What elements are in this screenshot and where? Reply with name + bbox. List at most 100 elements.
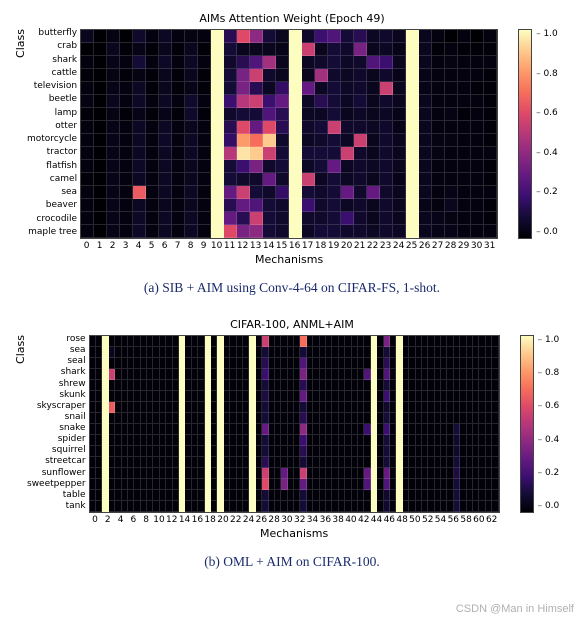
heatmap-cell <box>276 147 289 160</box>
heatmap-cell <box>458 199 471 212</box>
colorbar-gradient <box>518 29 532 239</box>
heatmap-cell <box>172 134 185 147</box>
heatmap-cell <box>185 173 198 186</box>
heatmap-cell <box>250 108 263 121</box>
heatmap-cell <box>432 160 445 173</box>
heatmap-cell <box>263 134 276 147</box>
heatmap-cell <box>289 225 302 238</box>
heatmap-cell <box>315 186 328 199</box>
heatmap-cell <box>484 56 497 69</box>
heatmap-cell <box>380 173 393 186</box>
heatmap-cell <box>367 82 380 95</box>
heatmap-cell <box>354 43 367 56</box>
heatmap-cell <box>484 186 497 199</box>
heatmap-cell <box>81 43 94 56</box>
heatmap-cell <box>406 134 419 147</box>
heatmap-cell <box>250 134 263 147</box>
heatmap-cell <box>211 160 224 173</box>
heatmap-cell <box>445 186 458 199</box>
heatmap-cell <box>328 147 341 160</box>
heatmap-cell <box>81 160 94 173</box>
heatmap-cell <box>237 212 250 225</box>
heatmap-cell <box>341 199 354 212</box>
heatmap-cell <box>492 336 498 347</box>
heatmap-cell <box>107 173 120 186</box>
colorbar-ticks: 1.00.80.60.40.20.0 <box>536 29 558 237</box>
heatmap-cell <box>393 121 406 134</box>
heatmap-cell <box>367 56 380 69</box>
heatmap-cell <box>341 160 354 173</box>
heatmap-cell <box>471 30 484 43</box>
heatmap-cell <box>159 108 172 121</box>
heatmap-cell <box>211 134 224 147</box>
heatmap-cell <box>328 30 341 43</box>
heatmap-cell <box>107 186 120 199</box>
heatmap-cell <box>367 134 380 147</box>
heatmap-cell <box>419 121 432 134</box>
heatmap-cell <box>276 173 289 186</box>
heatmap-cell <box>484 160 497 173</box>
heatmap-cell <box>250 56 263 69</box>
heatmap-cell <box>445 43 458 56</box>
heatmap-cell <box>484 121 497 134</box>
heatmap-cell <box>458 134 471 147</box>
heatmap-cell <box>211 186 224 199</box>
heatmap-cell <box>341 108 354 121</box>
heatmap-cell <box>432 43 445 56</box>
heatmap-cell <box>211 121 224 134</box>
heatmap-cell <box>445 212 458 225</box>
heatmap-cell <box>198 212 211 225</box>
heatmap-cell <box>237 121 250 134</box>
heatmap-cell <box>380 199 393 212</box>
heatmap-cell <box>393 30 406 43</box>
heatmap-cell <box>250 95 263 108</box>
heatmap-cell <box>354 173 367 186</box>
heatmap-cell <box>133 134 146 147</box>
heatmap-cell <box>289 199 302 212</box>
heatmap-cell <box>432 212 445 225</box>
heatmap-cell <box>159 30 172 43</box>
heatmap-cell <box>120 186 133 199</box>
heatmap-cell <box>289 108 302 121</box>
heatmap-cell <box>432 82 445 95</box>
heatmap-cell <box>406 212 419 225</box>
heatmap-cell <box>146 108 159 121</box>
heatmap-cell <box>315 173 328 186</box>
heatmap-cell <box>94 147 107 160</box>
heatmap-cell <box>406 56 419 69</box>
heatmap-cell <box>393 212 406 225</box>
heatmap-cell <box>250 225 263 238</box>
heatmap-cell <box>224 82 237 95</box>
heatmap-cell <box>133 43 146 56</box>
heatmap-cell <box>198 160 211 173</box>
heatmap-cell <box>120 212 133 225</box>
heatmap-cell <box>328 43 341 56</box>
heatmap-cell <box>172 30 185 43</box>
heatmap-cell <box>159 212 172 225</box>
heatmap-cell <box>367 69 380 82</box>
heatmap-cell <box>315 108 328 121</box>
heatmap-cell <box>445 108 458 121</box>
colorbar-ticks: 1.00.80.60.40.20.0 <box>538 335 560 511</box>
heatmap-cell <box>406 69 419 82</box>
heatmap-cell <box>458 173 471 186</box>
heatmap-cell <box>146 225 159 238</box>
heatmap-cell <box>302 225 315 238</box>
heatmap-cell <box>211 82 224 95</box>
figA-xlabel: Mechanisms <box>80 253 498 266</box>
heatmap-cell <box>224 56 237 69</box>
heatmap-cell <box>81 173 94 186</box>
heatmap-cell <box>393 108 406 121</box>
heatmap-cell <box>328 95 341 108</box>
heatmap-cell <box>237 56 250 69</box>
heatmap-cell <box>419 225 432 238</box>
heatmap-cell <box>263 121 276 134</box>
heatmap-cell <box>94 95 107 108</box>
heatmap-cell <box>419 108 432 121</box>
heatmap-cell <box>146 199 159 212</box>
heatmap-cell <box>484 43 497 56</box>
heatmap-cell <box>146 82 159 95</box>
heatmap-cell <box>354 56 367 69</box>
heatmap-cell <box>159 186 172 199</box>
heatmap-cell <box>250 212 263 225</box>
